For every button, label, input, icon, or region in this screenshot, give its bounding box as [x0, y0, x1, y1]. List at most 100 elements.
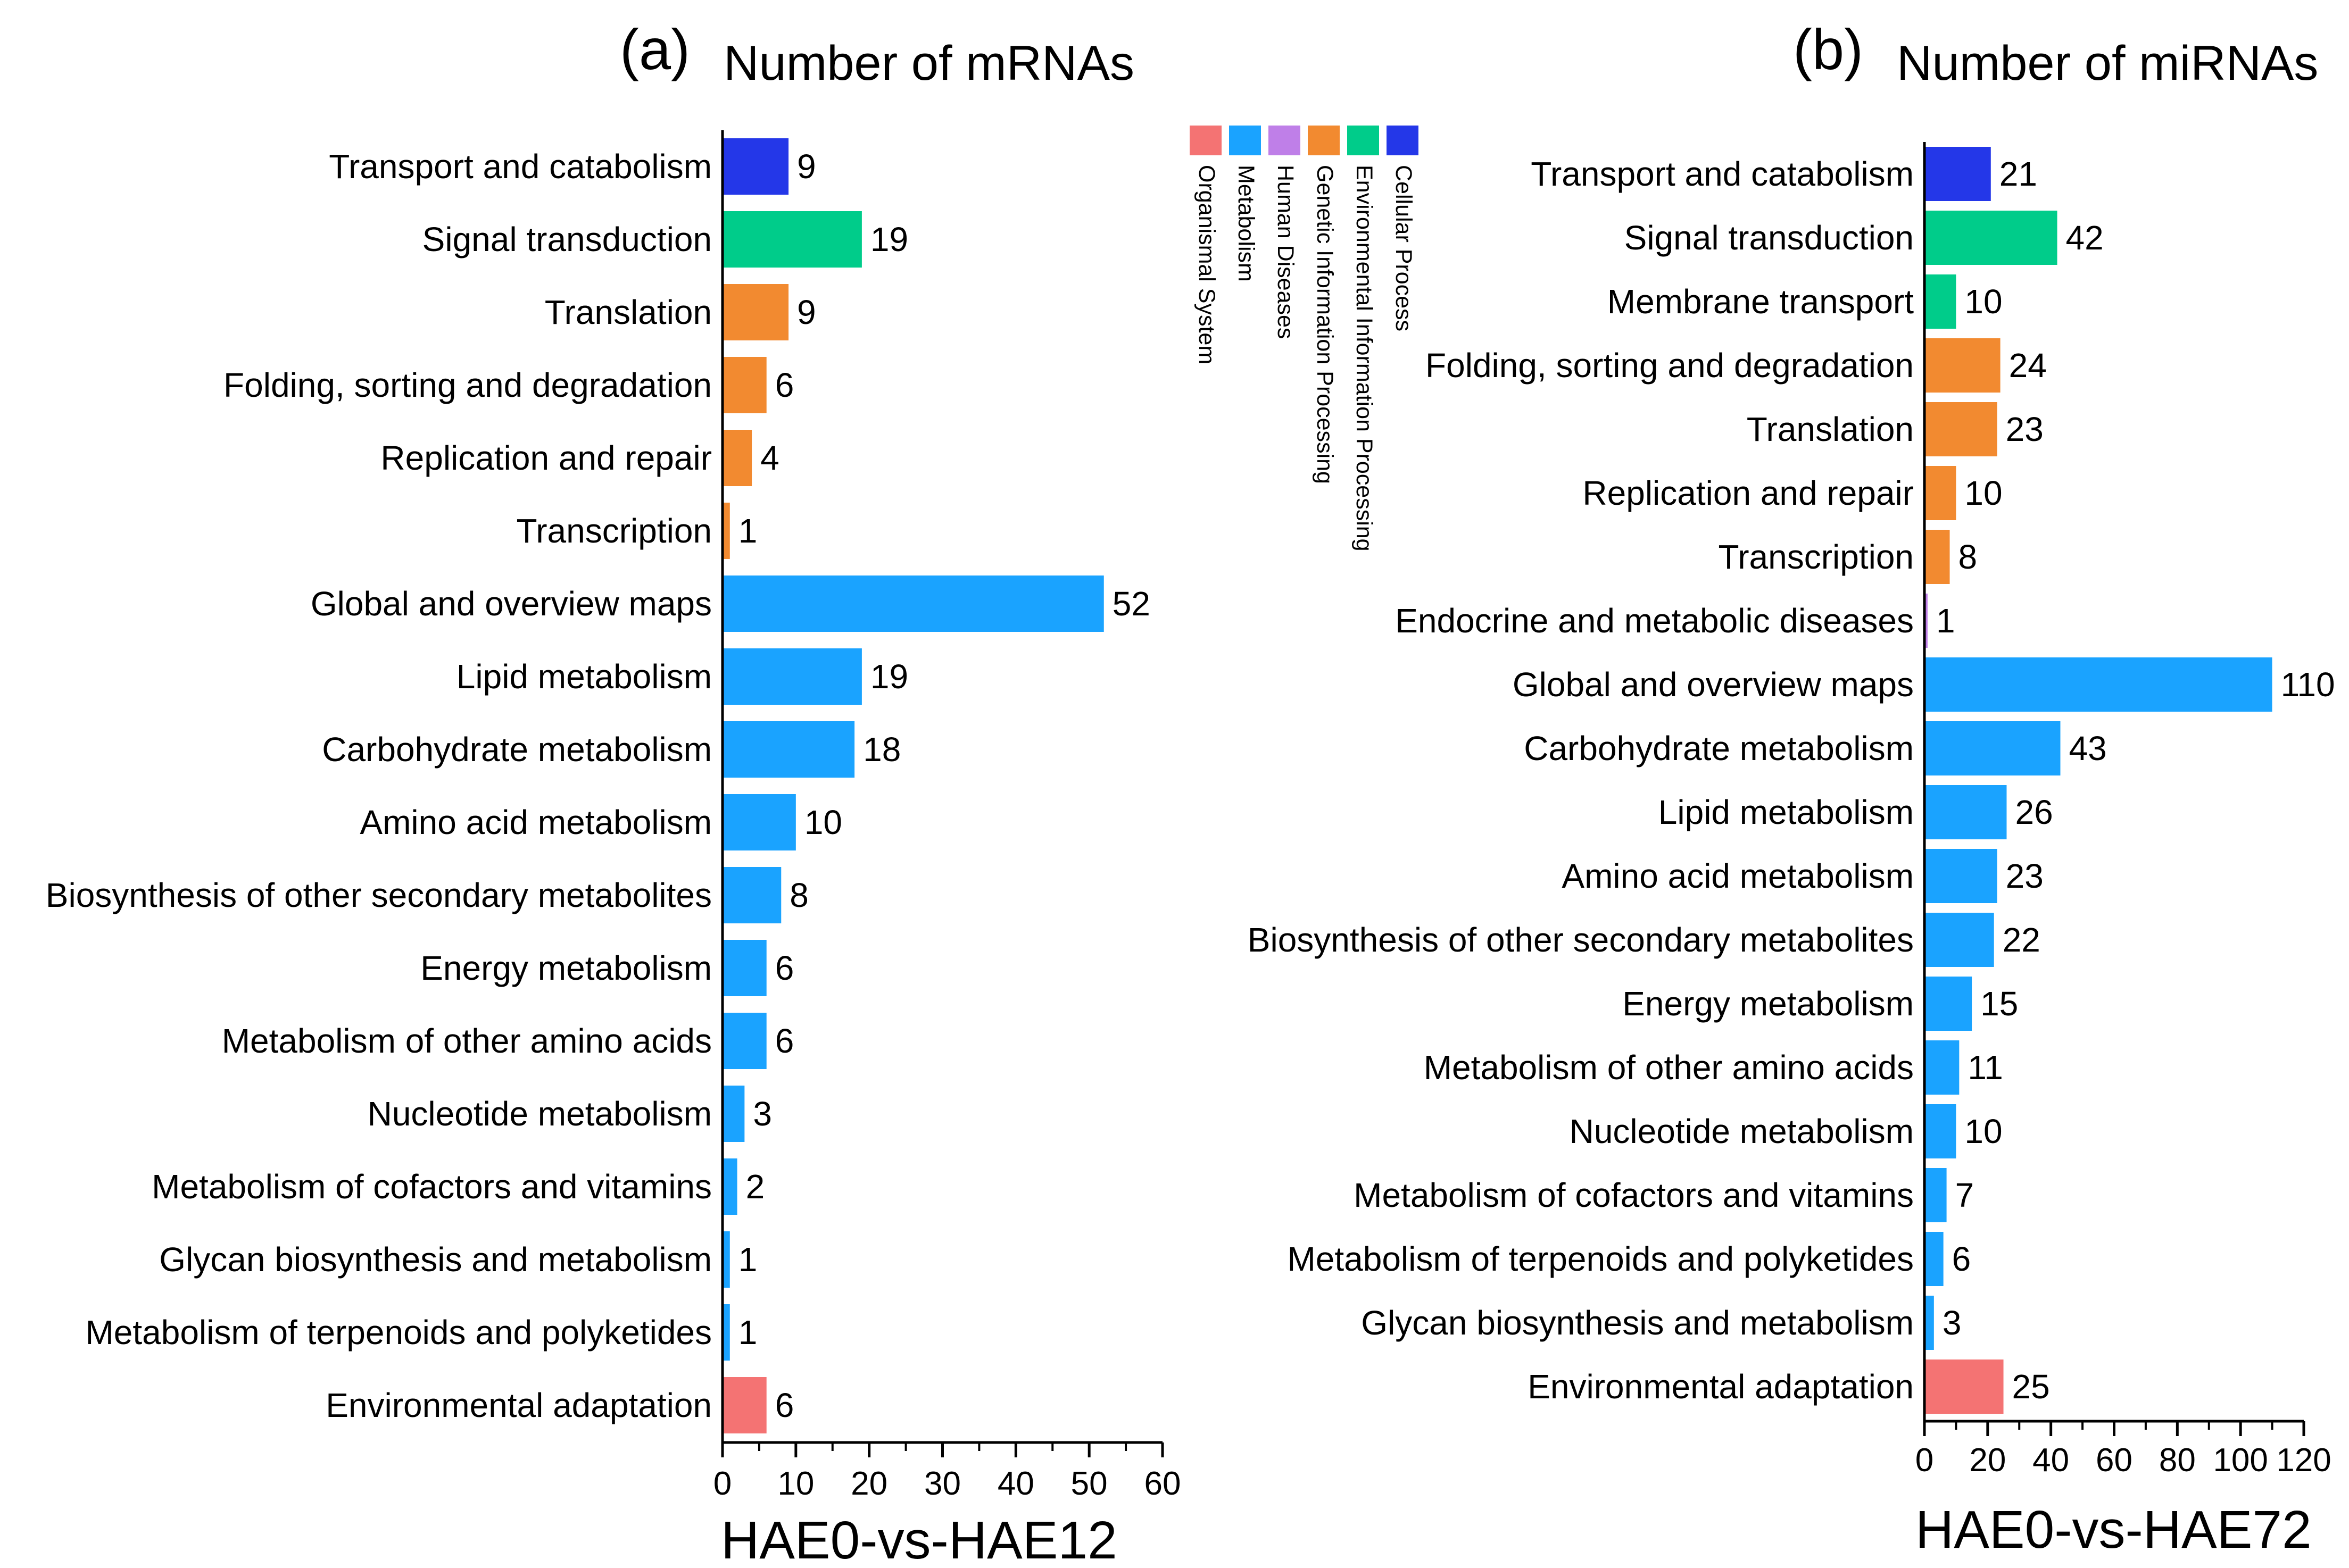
panel-a-category-label-11: Energy metabolism: [420, 949, 712, 987]
panel-b-category-label-6: Transcription: [1718, 538, 1914, 576]
panel-b-bar-13: [1924, 977, 1972, 1031]
panel-a-category-label-8: Carbohydrate metabolism: [322, 730, 712, 769]
panel-b-category-label-12: Biosynthesis of other secondary metaboli…: [1248, 921, 1914, 959]
panel-b-category-label-7: Endocrine and metabolic diseases: [1395, 602, 1914, 640]
panel-b-value-label-6: 8: [1958, 538, 1978, 576]
panel-b-category-label-18: Glycan biosynthesis and metabolism: [1361, 1304, 1914, 1342]
panel-b-value-label-1: 42: [2066, 219, 2104, 257]
panel-b-bar-11: [1924, 849, 1997, 903]
panel-a-xtick-label-0: 0: [713, 1465, 732, 1502]
legend-label-0: Organismal System: [1194, 165, 1219, 364]
panel-b-bar-19: [1924, 1360, 2004, 1414]
panel-a-xtick-label-6: 60: [1144, 1465, 1181, 1502]
panel-b-category-label-4: Translation: [1747, 410, 1914, 448]
panel-b-category-label-3: Folding, sorting and degradation: [1425, 346, 1914, 385]
panel-a-bar-6: [723, 576, 1104, 632]
panel-b-category-label-9: Carbohydrate metabolism: [1524, 729, 1914, 768]
panel-a-bar-17: [723, 1377, 767, 1433]
panel-b-value-label-11: 23: [2006, 857, 2044, 895]
panel-a-value-label-6: 52: [1113, 585, 1150, 623]
panel-b-value-label-16: 7: [1955, 1176, 1974, 1214]
panel-a-xtick-label-2: 20: [851, 1465, 887, 1502]
panel-b-bar-12: [1924, 913, 1994, 967]
panel-b-value-label-0: 21: [1999, 155, 2037, 193]
panel-a-value-label-7: 19: [870, 657, 908, 696]
panel-b-bar-7: [1924, 594, 1928, 648]
panel-b-bar-3: [1924, 338, 2001, 393]
panel-b-bar-10: [1924, 785, 2007, 839]
panel-b-value-label-12: 22: [2003, 921, 2040, 959]
panel-a-category-label-17: Environmental adaptation: [326, 1386, 712, 1424]
panel-a-letter: (a): [620, 17, 690, 81]
panel-a-value-label-0: 9: [797, 147, 816, 186]
panel-b-category-label-10: Lipid metabolism: [1658, 793, 1914, 831]
panel-b-xtick-label-2: 40: [2032, 1442, 2069, 1479]
panel-a-category-label-10: Biosynthesis of other secondary metaboli…: [46, 876, 712, 914]
panel-a-value-label-4: 4: [760, 439, 779, 477]
panel-a-value-label-3: 6: [775, 366, 794, 404]
panel-b-value-label-9: 43: [2069, 729, 2106, 768]
panel-b-value-label-10: 26: [2015, 793, 2053, 831]
panel-a-category-label-0: Transport and catabolism: [329, 147, 712, 186]
panel-b-value-label-8: 110: [2281, 665, 2335, 704]
panel-b-category-label-15: Nucleotide metabolism: [1570, 1112, 1914, 1150]
panel-b-bar-15: [1924, 1104, 1956, 1158]
panel-b-category-label-0: Transport and catabolism: [1531, 155, 1914, 193]
panel-a-title: Number of mRNAs: [724, 36, 1134, 90]
panel-a-value-label-1: 19: [870, 220, 908, 258]
panel-a-bar-5: [723, 503, 730, 559]
panel-b-category-label-1: Signal transduction: [1624, 219, 1914, 257]
panel-a-category-label-5: Transcription: [516, 512, 712, 550]
panel-b-value-label-15: 10: [1964, 1112, 2002, 1150]
panel-a-category-label-15: Glycan biosynthesis and metabolism: [159, 1240, 712, 1279]
panel-a-category-label-12: Metabolism of other amino acids: [222, 1022, 712, 1060]
panel-b-title: Number of miRNAs: [1897, 36, 2318, 90]
panel-b-value-label-2: 10: [1964, 282, 2002, 321]
panel-b-value-label-13: 15: [1980, 985, 2018, 1023]
panel-a-xtick-label-3: 30: [924, 1465, 961, 1502]
panel-b-bar-5: [1924, 466, 1956, 520]
panel-a-bar-0: [723, 138, 789, 195]
panel-b-value-label-19: 25: [2012, 1367, 2050, 1406]
panel-a-bar-7: [723, 648, 862, 705]
panel-b-bar-18: [1924, 1296, 1934, 1350]
panel-a-bar-13: [723, 1086, 745, 1142]
panel-b-bar-9: [1924, 721, 2061, 775]
panel-a-category-label-16: Metabolism of terpenoids and polyketides: [85, 1313, 712, 1352]
panel-b-value-label-17: 6: [1952, 1240, 1971, 1278]
panel-b-xtick-label-5: 100: [2213, 1442, 2268, 1479]
panel-a-value-label-9: 10: [804, 803, 842, 841]
legend-swatch-3: [1308, 126, 1340, 155]
panel-b-bar-6: [1924, 530, 1950, 584]
panel-a-value-label-15: 1: [738, 1240, 758, 1279]
panel-b-bar-8: [1924, 657, 2272, 712]
legend-swatch-2: [1268, 126, 1300, 155]
panel-a-xtick-label-1: 10: [777, 1465, 814, 1502]
panel-a-bar-8: [723, 721, 855, 778]
panel-a-value-label-10: 8: [790, 876, 809, 914]
panel-b-xtick-label-6: 120: [2276, 1442, 2331, 1479]
panel-b-value-label-14: 11: [1968, 1048, 2003, 1087]
legend-label-2: Human Diseases: [1273, 165, 1298, 339]
panel-a-category-label-14: Metabolism of cofactors and vitamins: [152, 1167, 712, 1206]
panel-b-value-label-4: 23: [2006, 410, 2044, 448]
legend-swatch-4: [1347, 126, 1379, 155]
panel-b-category-label-16: Metabolism of cofactors and vitamins: [1354, 1176, 1914, 1214]
panel-b-xtick-label-3: 60: [2096, 1442, 2132, 1479]
panel-b-bar-2: [1924, 274, 1956, 329]
legend-swatch-5: [1387, 126, 1418, 155]
panel-b-value-label-3: 24: [2009, 346, 2047, 385]
panel-b-category-label-11: Amino acid metabolism: [1562, 857, 1914, 895]
panel-a-value-label-13: 3: [753, 1095, 772, 1133]
panel-a-value-label-12: 6: [775, 1022, 794, 1060]
panel-a-category-label-7: Lipid metabolism: [456, 657, 712, 696]
panel-a-category-label-4: Replication and repair: [380, 439, 712, 477]
legend-label-4: Environmental Information Processing: [1351, 165, 1377, 552]
panel-a-xtick-label-4: 40: [998, 1465, 1034, 1502]
panel-a-value-label-14: 2: [746, 1167, 765, 1206]
panel-b-category-label-13: Energy metabolism: [1622, 985, 1914, 1023]
panel-b-value-label-5: 10: [1964, 474, 2002, 512]
panel-b-category-label-19: Environmental adaptation: [1528, 1367, 1914, 1406]
panel-a-category-label-2: Translation: [545, 293, 712, 331]
panel-b-bar-14: [1924, 1040, 1960, 1095]
